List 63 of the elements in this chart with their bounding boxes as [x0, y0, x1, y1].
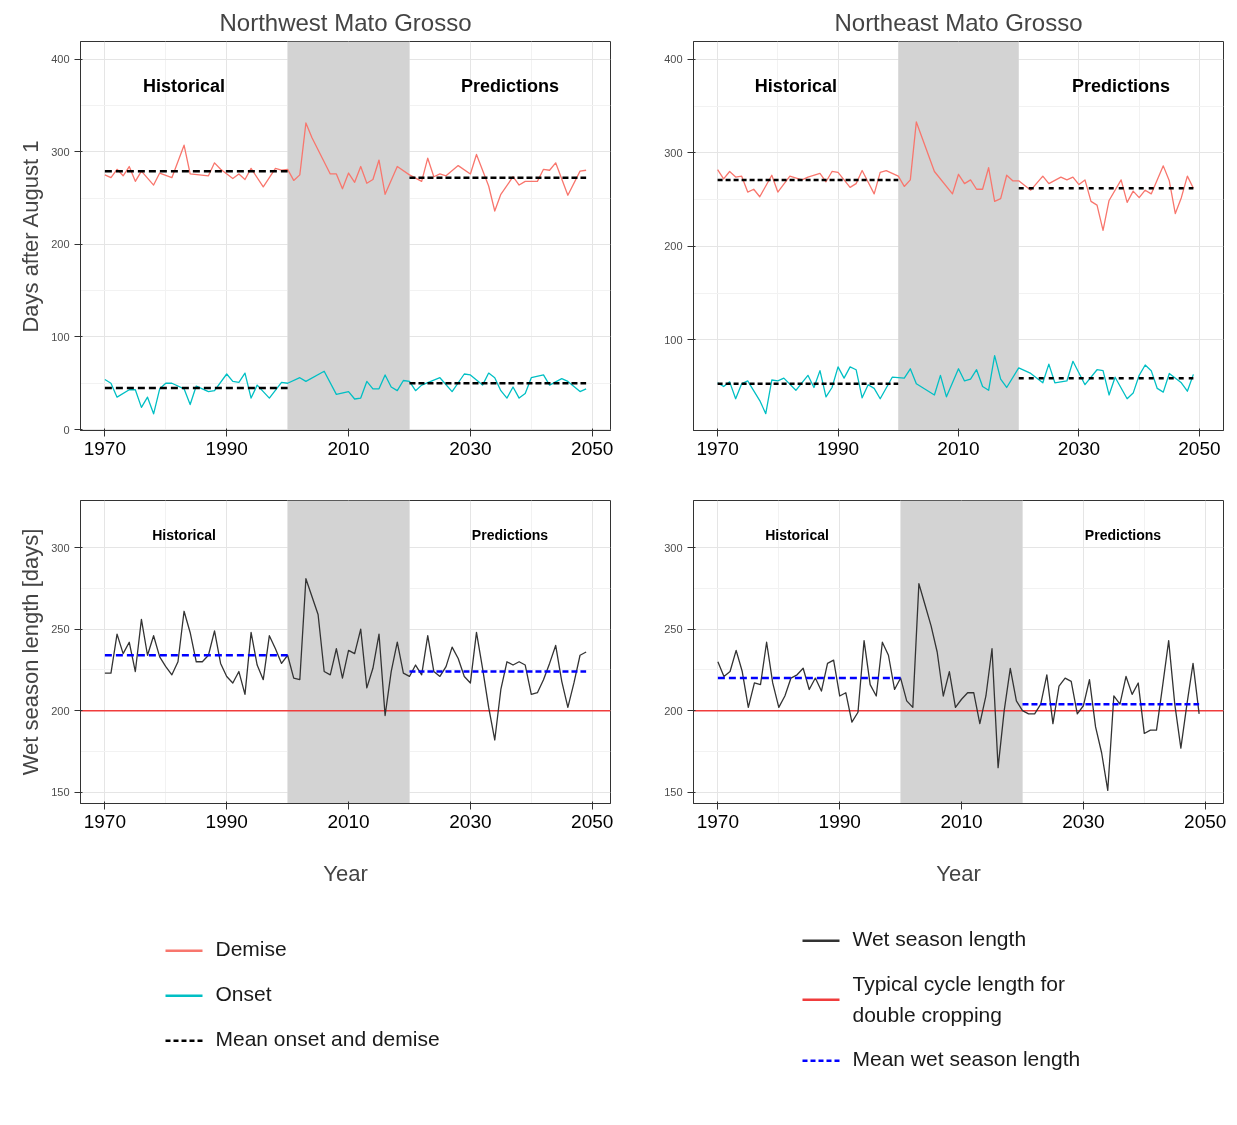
- x-tick-label: 2030: [449, 437, 492, 459]
- annotation: Predictions: [1084, 527, 1162, 544]
- y-tick-label: 100: [664, 333, 683, 346]
- line-series: [716, 355, 1195, 415]
- x-tick-label: 2010: [327, 810, 370, 832]
- x-axis-title: Year: [323, 860, 368, 886]
- x-tick-label: 1970: [696, 810, 740, 832]
- y-tick-label: 200: [664, 704, 683, 717]
- y-tick-label: 200: [664, 240, 683, 253]
- annotation: Predictions: [460, 76, 559, 97]
- x-tick-label: 1970: [83, 437, 127, 459]
- y-tick-label: 0: [63, 423, 70, 436]
- chart-title: Northeast Mato Grosso: [834, 8, 1083, 36]
- x-tick-label: 2050: [571, 437, 614, 459]
- x-tick-label: 1990: [816, 437, 860, 459]
- y-tick-label: 100: [51, 330, 70, 343]
- y-tick-label: 300: [51, 541, 70, 554]
- y-tick-label: 250: [51, 623, 70, 636]
- x-tick-label: 2030: [1057, 437, 1101, 459]
- legend-label: Mean wet season length: [852, 1046, 1081, 1070]
- x-tick-label: 1970: [83, 810, 127, 832]
- y-tick-label: 300: [664, 146, 683, 159]
- x-tick-label: 2050: [1178, 437, 1221, 459]
- annotation: Historical: [143, 76, 226, 97]
- x-tick-label: 1990: [205, 810, 248, 832]
- y-tick-label: 250: [664, 623, 683, 636]
- y-axis-title: Wet season length [days]: [18, 528, 44, 776]
- legend-label: Typical cycle length for double cropping: [852, 971, 1065, 1026]
- line-series: [104, 578, 587, 741]
- x-tick-label: 1990: [818, 810, 861, 832]
- x-tick-label: 2010: [937, 437, 980, 459]
- y-tick-label: 150: [51, 786, 70, 799]
- legend-label: Demise: [215, 936, 287, 960]
- x-tick-label: 2050: [571, 810, 614, 832]
- legend-label: Onset: [215, 981, 272, 1005]
- y-tick-label: 300: [51, 145, 70, 158]
- x-tick-label: 2010: [327, 437, 370, 459]
- y-tick-label: 400: [51, 53, 70, 66]
- y-tick-label: 300: [664, 541, 683, 554]
- y-axis-title: Days after August 1: [18, 140, 44, 333]
- x-axis-title: Year: [936, 860, 981, 886]
- annotation: Historical: [152, 527, 216, 544]
- line-series: [717, 582, 1200, 792]
- x-tick-label: 2050: [1184, 810, 1227, 832]
- annotation: Predictions: [1072, 76, 1171, 97]
- x-tick-label: 2030: [449, 810, 492, 832]
- x-tick-label: 2010: [940, 810, 983, 832]
- y-tick-label: 150: [664, 786, 683, 799]
- chart-title: Northwest Mato Grosso: [219, 8, 472, 36]
- annotation: Predictions: [471, 527, 549, 544]
- line-series: [104, 370, 587, 415]
- x-tick-label: 1990: [205, 437, 248, 459]
- annotation: Historical: [765, 527, 829, 544]
- legend-label: Wet season length: [852, 926, 1027, 950]
- y-tick-label: 200: [51, 238, 70, 251]
- line-series: [716, 121, 1195, 232]
- y-tick-label: 200: [51, 704, 70, 717]
- y-tick-label: 400: [664, 53, 683, 66]
- x-tick-label: 2030: [1062, 810, 1105, 832]
- x-tick-label: 1970: [696, 437, 739, 459]
- annotation: Historical: [754, 76, 837, 97]
- line-series: [104, 122, 587, 212]
- legend-label: Mean onset and demise: [215, 1026, 440, 1050]
